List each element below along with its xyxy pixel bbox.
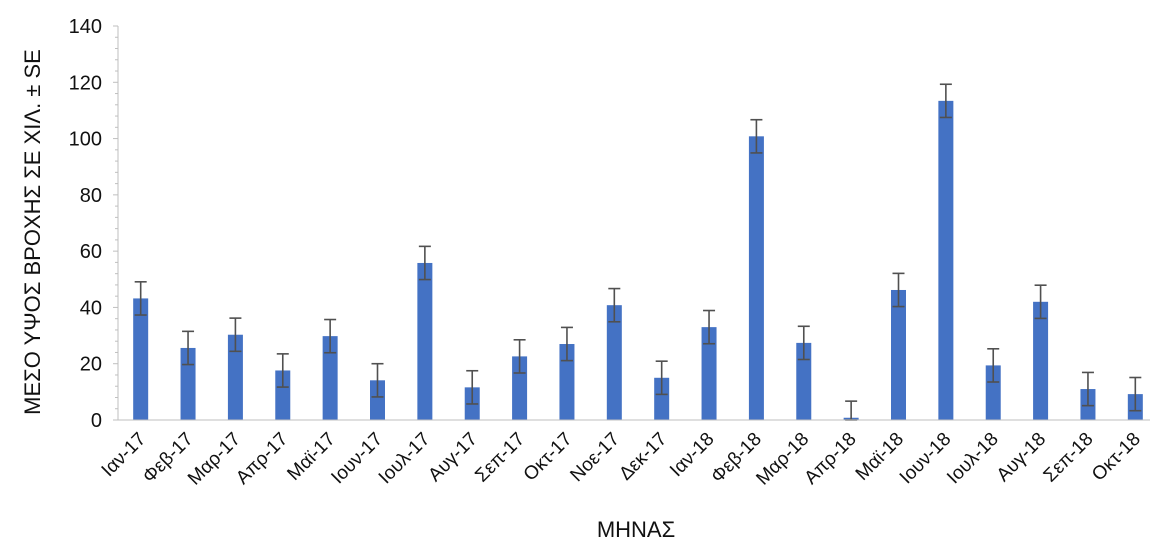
x-tick-label: Νοε-17 (566, 429, 623, 486)
error-bar (703, 309, 716, 345)
x-tick-label: Αυγ-18 (993, 429, 1050, 486)
x-tick-label: Απρ-18 (801, 429, 861, 489)
y-tick-label: 140 (69, 16, 102, 38)
bar (322, 336, 338, 420)
x-tick-label: Σεπ-18 (1040, 429, 1098, 487)
y-tick-label: 40 (80, 297, 102, 319)
bar (748, 136, 764, 420)
x-tick-label: Αυγ-17 (424, 429, 481, 486)
error-bar (655, 360, 668, 396)
bar (701, 327, 717, 420)
x-tick-label: Ιουλ-18 (943, 429, 1003, 489)
error-bar (418, 245, 431, 281)
error-bar (845, 400, 858, 421)
error-bar (939, 83, 952, 119)
x-tick-label: Σεπ-17 (471, 429, 529, 487)
y-tick-labels: 0 20 40 60 80 100 120 140 (69, 16, 118, 432)
y-tick-label: 80 (80, 185, 102, 207)
x-tick-label: Ιουν-18 (896, 429, 956, 489)
x-tick-label: Απρ-17 (232, 429, 292, 489)
x-axis-title: ΜΗΝΑΣ (597, 517, 675, 542)
bar (227, 334, 243, 420)
error-bar (513, 338, 526, 374)
x-tick-label: Δεκ-17 (615, 429, 671, 485)
x-tick-label: Ιουν-17 (327, 429, 387, 489)
y-tick-label: 20 (80, 354, 102, 376)
error-bar (797, 325, 810, 361)
bar (180, 347, 196, 420)
error-bar (324, 318, 337, 354)
bar (796, 342, 812, 420)
x-tick-label: Μαρ-17 (184, 429, 245, 490)
error-bar (892, 272, 905, 308)
error-bar (371, 362, 384, 398)
x-tick-label: Οκτ-18 (1088, 429, 1145, 486)
error-bar (750, 118, 763, 154)
bar (559, 344, 575, 420)
x-tick-label: Οκτ-17 (520, 429, 577, 486)
y-tick-label: 120 (69, 72, 102, 94)
error-bar (134, 281, 147, 316)
error-bar (276, 353, 289, 388)
bar (606, 305, 622, 420)
error-bars-layer (134, 83, 1142, 421)
bar (938, 100, 954, 421)
y-axis-title: ΜΕΣΟ ΥΨΟΣ ΒΡΟΧΗΣ ΣΕ ΧΙΛ. ± SE (20, 49, 45, 415)
bar (133, 298, 149, 420)
error-bar (1081, 371, 1094, 407)
y-tick-label: 100 (69, 129, 102, 151)
y-tick-label: 0 (91, 410, 102, 432)
bar (985, 365, 1001, 420)
bar (891, 289, 906, 420)
error-bar (1034, 284, 1047, 320)
error-bar (987, 347, 1000, 383)
bar (417, 262, 433, 420)
bar (275, 370, 291, 420)
bar (654, 377, 670, 420)
bar (370, 380, 385, 420)
x-tick-labels: Ιαν-17Φεβ-17Μαρ-17Απρ-17Μαϊ-17Ιουν-17Ιου… (98, 429, 1145, 490)
error-bar (560, 326, 573, 362)
x-tick-label: Μαρ-18 (752, 429, 813, 490)
x-tick-label: Ιουλ-17 (375, 429, 435, 489)
error-bar (1129, 376, 1142, 412)
error-bar (182, 330, 195, 366)
error-bar (608, 287, 621, 323)
error-bar (229, 317, 242, 353)
bars-layer (133, 100, 1143, 421)
y-tick-label: 60 (80, 241, 102, 263)
bar (1033, 301, 1049, 420)
error-bar (466, 369, 479, 405)
